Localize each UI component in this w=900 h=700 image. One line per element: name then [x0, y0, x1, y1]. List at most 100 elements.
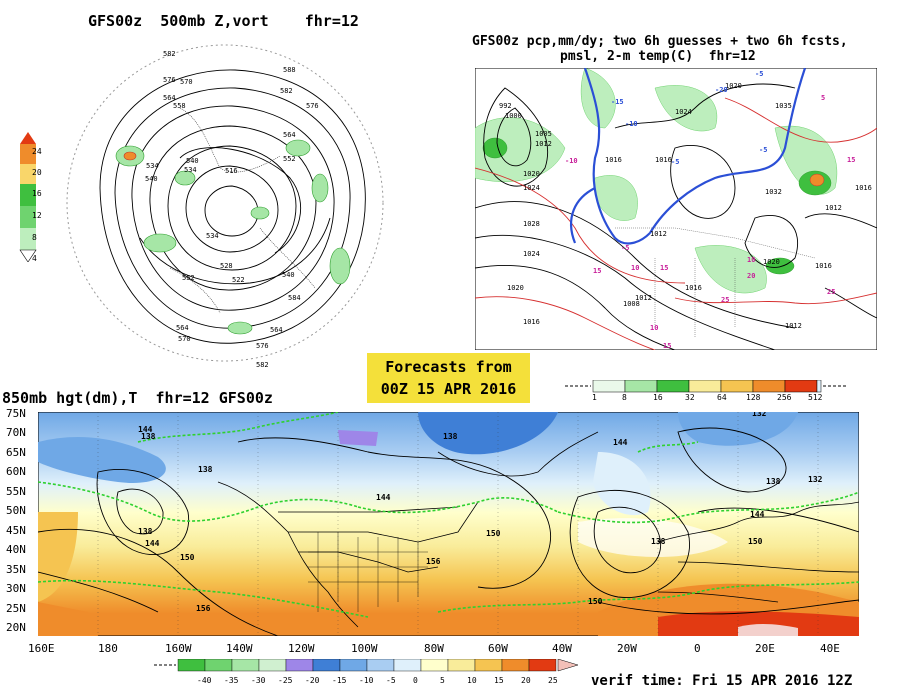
panel-pcp-title-line1: GFS00z pcp,mm/dy; two 6h guesses + two 6… — [472, 34, 848, 49]
svg-text:1032: 1032 — [765, 188, 782, 196]
vort-tick: 16 — [32, 189, 42, 198]
svg-text:132: 132 — [808, 475, 823, 484]
svg-text:144: 144 — [613, 438, 628, 447]
colorbar-cap-right — [557, 659, 579, 672]
svg-text:582: 582 — [256, 361, 269, 368]
lat-label: 50N — [6, 504, 26, 517]
vort-tick: 12 — [32, 211, 42, 220]
lon-label: 0 — [694, 642, 701, 655]
svg-text:-20: -20 — [715, 86, 728, 94]
svg-text:138: 138 — [443, 432, 458, 441]
colorbar-cell — [258, 659, 287, 672]
verif-time: verif time: Fri 15 APR 2016 12Z — [591, 673, 853, 689]
lon-label: 160W — [165, 642, 192, 655]
svg-text:540: 540 — [282, 271, 295, 279]
temperature-tick: 0 — [413, 676, 418, 685]
svg-text:156: 156 — [426, 557, 441, 566]
svg-text:144: 144 — [145, 539, 160, 548]
lon-label: 180 — [98, 642, 118, 655]
colorbar-cell — [501, 659, 530, 672]
svg-text:25: 25 — [827, 288, 835, 296]
svg-text:564: 564 — [270, 326, 283, 334]
svg-text:150: 150 — [180, 553, 195, 562]
svg-text:576: 576 — [256, 342, 269, 350]
svg-text:1024: 1024 — [523, 250, 540, 258]
temperature-tick: -35 — [224, 676, 239, 685]
temperature-tick: -5 — [386, 676, 396, 685]
svg-text:-5: -5 — [671, 158, 679, 166]
svg-text:25: 25 — [721, 296, 729, 304]
svg-text:-5: -5 — [755, 70, 763, 78]
svg-text:1016: 1016 — [855, 184, 872, 192]
svg-text:138: 138 — [141, 432, 156, 441]
precip-tick: 64 — [717, 393, 727, 402]
svg-text:138: 138 — [138, 527, 153, 536]
svg-text:-5: -5 — [759, 146, 767, 154]
svg-text:1012: 1012 — [785, 322, 802, 330]
svg-text:138: 138 — [766, 477, 781, 486]
lat-label: 30N — [6, 582, 26, 595]
precip-tick: 32 — [685, 393, 695, 402]
svg-text:992: 992 — [499, 102, 512, 110]
svg-text:582: 582 — [280, 87, 293, 95]
svg-text:10: 10 — [631, 264, 639, 272]
svg-text:1012: 1012 — [825, 204, 842, 212]
temperature-tick: -20 — [305, 676, 320, 685]
svg-text:1012: 1012 — [650, 230, 667, 238]
svg-text:540: 540 — [145, 175, 158, 183]
svg-text:588: 588 — [283, 66, 296, 74]
svg-text:144: 144 — [138, 425, 153, 434]
svg-text:5: 5 — [821, 94, 825, 102]
svg-text:534: 534 — [146, 162, 159, 170]
svg-text:584: 584 — [288, 294, 301, 302]
lat-label: 25N — [6, 602, 26, 615]
map-850mb: 144 138 138 138 144 150 156 138 144 156 … — [38, 412, 859, 636]
precip-tick: 1 — [592, 393, 597, 402]
svg-text:1012: 1012 — [635, 294, 652, 302]
svg-text:534: 534 — [206, 232, 219, 240]
svg-text:1020: 1020 — [523, 170, 540, 178]
vort-tick: 8 — [32, 233, 37, 242]
colorbar-cell — [231, 659, 260, 672]
colorbar-cell — [420, 659, 449, 672]
svg-text:15: 15 — [847, 156, 855, 164]
svg-text:570: 570 — [180, 78, 193, 86]
svg-text:1005: 1005 — [535, 130, 552, 138]
lat-label: 60N — [6, 465, 26, 478]
svg-text:540: 540 — [186, 157, 199, 165]
svg-text:1020: 1020 — [763, 258, 780, 266]
svg-text:552: 552 — [182, 274, 195, 282]
colorbar-cell — [366, 659, 395, 672]
colorbar-cell — [528, 659, 557, 672]
lon-label: 140W — [226, 642, 253, 655]
svg-text:15: 15 — [660, 264, 668, 272]
svg-text:-10: -10 — [565, 157, 578, 165]
svg-text:1008: 1008 — [623, 300, 640, 308]
lon-label: 100W — [351, 642, 378, 655]
svg-text:552: 552 — [283, 155, 296, 163]
svg-text:150: 150 — [748, 537, 763, 546]
colorbar-cap-bottom — [19, 249, 37, 262]
temperature-tick: 20 — [521, 676, 531, 685]
vorticity-colorbar — [19, 132, 37, 262]
svg-text:564: 564 — [163, 94, 176, 102]
lat-label: 20N — [6, 621, 26, 634]
svg-text:138: 138 — [198, 465, 213, 474]
precip-tick: 256 — [777, 393, 792, 402]
svg-text:1028: 1028 — [523, 220, 540, 228]
temperature-tick: 10 — [467, 676, 477, 685]
temperature-colorbar — [154, 659, 579, 672]
svg-text:1020: 1020 — [725, 82, 742, 90]
colorbar-cell — [285, 659, 314, 672]
precip-tick: 16 — [653, 393, 663, 402]
svg-text:10: 10 — [650, 324, 658, 332]
temperature-tick: -15 — [332, 676, 347, 685]
polar-500mb-map: 582 576 570 564 558 588 582 576 564 552 … — [66, 44, 384, 368]
svg-text:1016: 1016 — [685, 284, 702, 292]
svg-text:582: 582 — [163, 50, 176, 58]
svg-text:144: 144 — [376, 493, 391, 502]
forecast-init-box: Forecasts from 00Z 15 APR 2016 — [367, 353, 530, 403]
svg-text:150: 150 — [588, 597, 603, 606]
colorbar-cell — [474, 659, 503, 672]
temperature-tick: 15 — [494, 676, 504, 685]
